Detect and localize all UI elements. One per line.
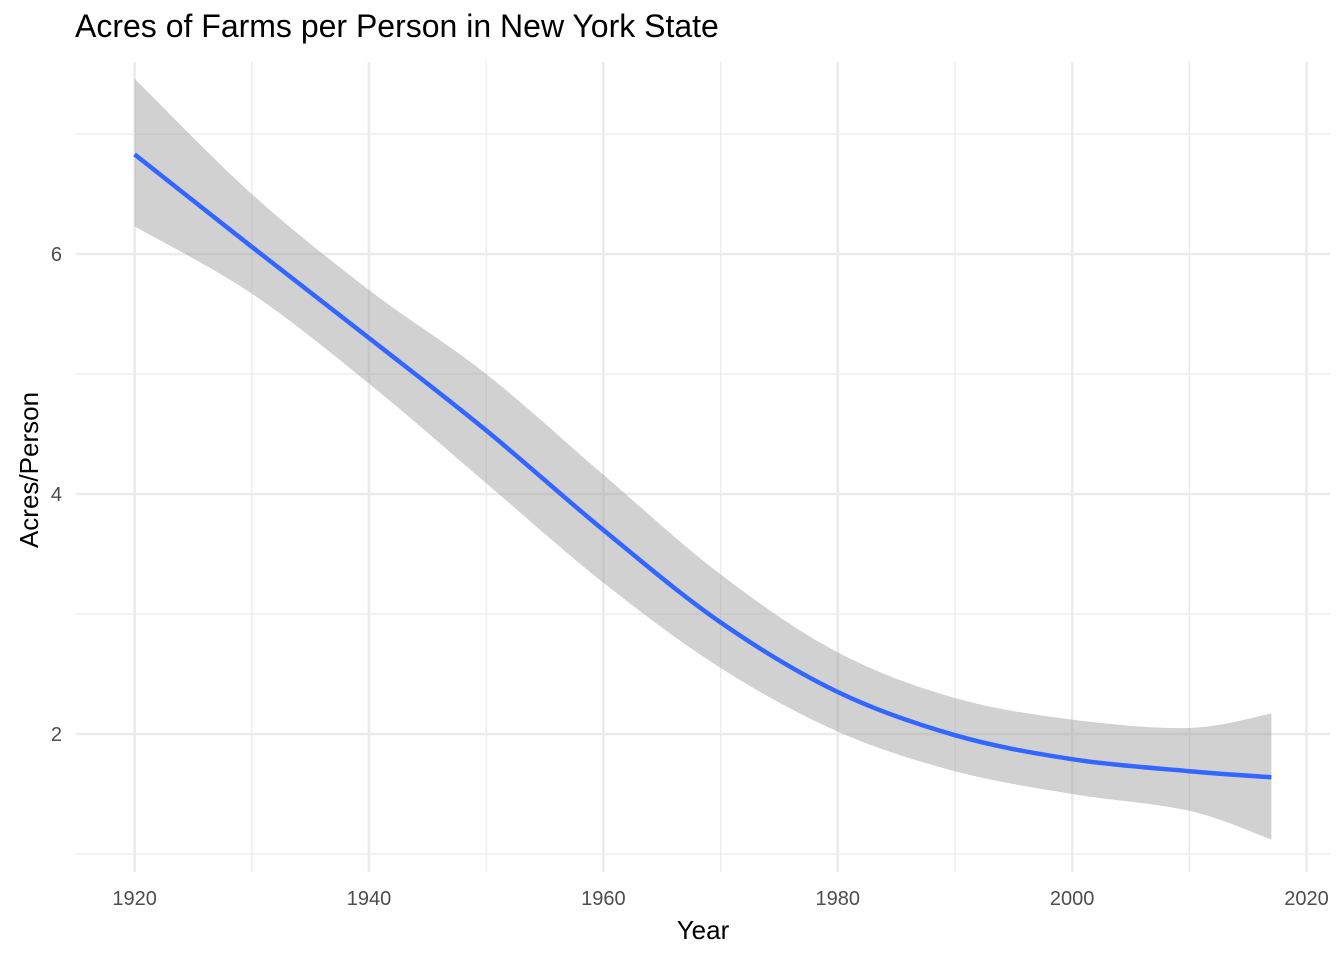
x-tick-label: 2000 <box>1050 888 1095 910</box>
chart-title: Acres of Farms per Person in New York St… <box>75 8 719 44</box>
tick-labels: 1920 1940 1960 1980 2000 2020 2 4 6 <box>51 244 1329 910</box>
major-gridlines <box>76 62 1330 872</box>
x-tick-label: 1920 <box>112 888 157 910</box>
y-tick-label: 2 <box>51 724 62 746</box>
x-tick-label: 1960 <box>581 888 626 910</box>
smoothed-trend-line <box>133 152 1272 780</box>
confidence-band-layer <box>134 78 1272 840</box>
x-tick-label: 2020 <box>1284 888 1329 910</box>
x-axis-title: Year <box>677 915 730 945</box>
confidence-band <box>134 78 1272 840</box>
x-tick-label: 1940 <box>347 888 392 910</box>
minor-gridlines <box>76 62 1330 872</box>
y-axis-title: Acres/Person <box>14 392 44 548</box>
y-tick-label: 4 <box>51 484 62 506</box>
x-tick-label: 1980 <box>816 888 861 910</box>
trend-line-layer <box>133 152 1272 780</box>
y-tick-label: 6 <box>51 244 62 266</box>
